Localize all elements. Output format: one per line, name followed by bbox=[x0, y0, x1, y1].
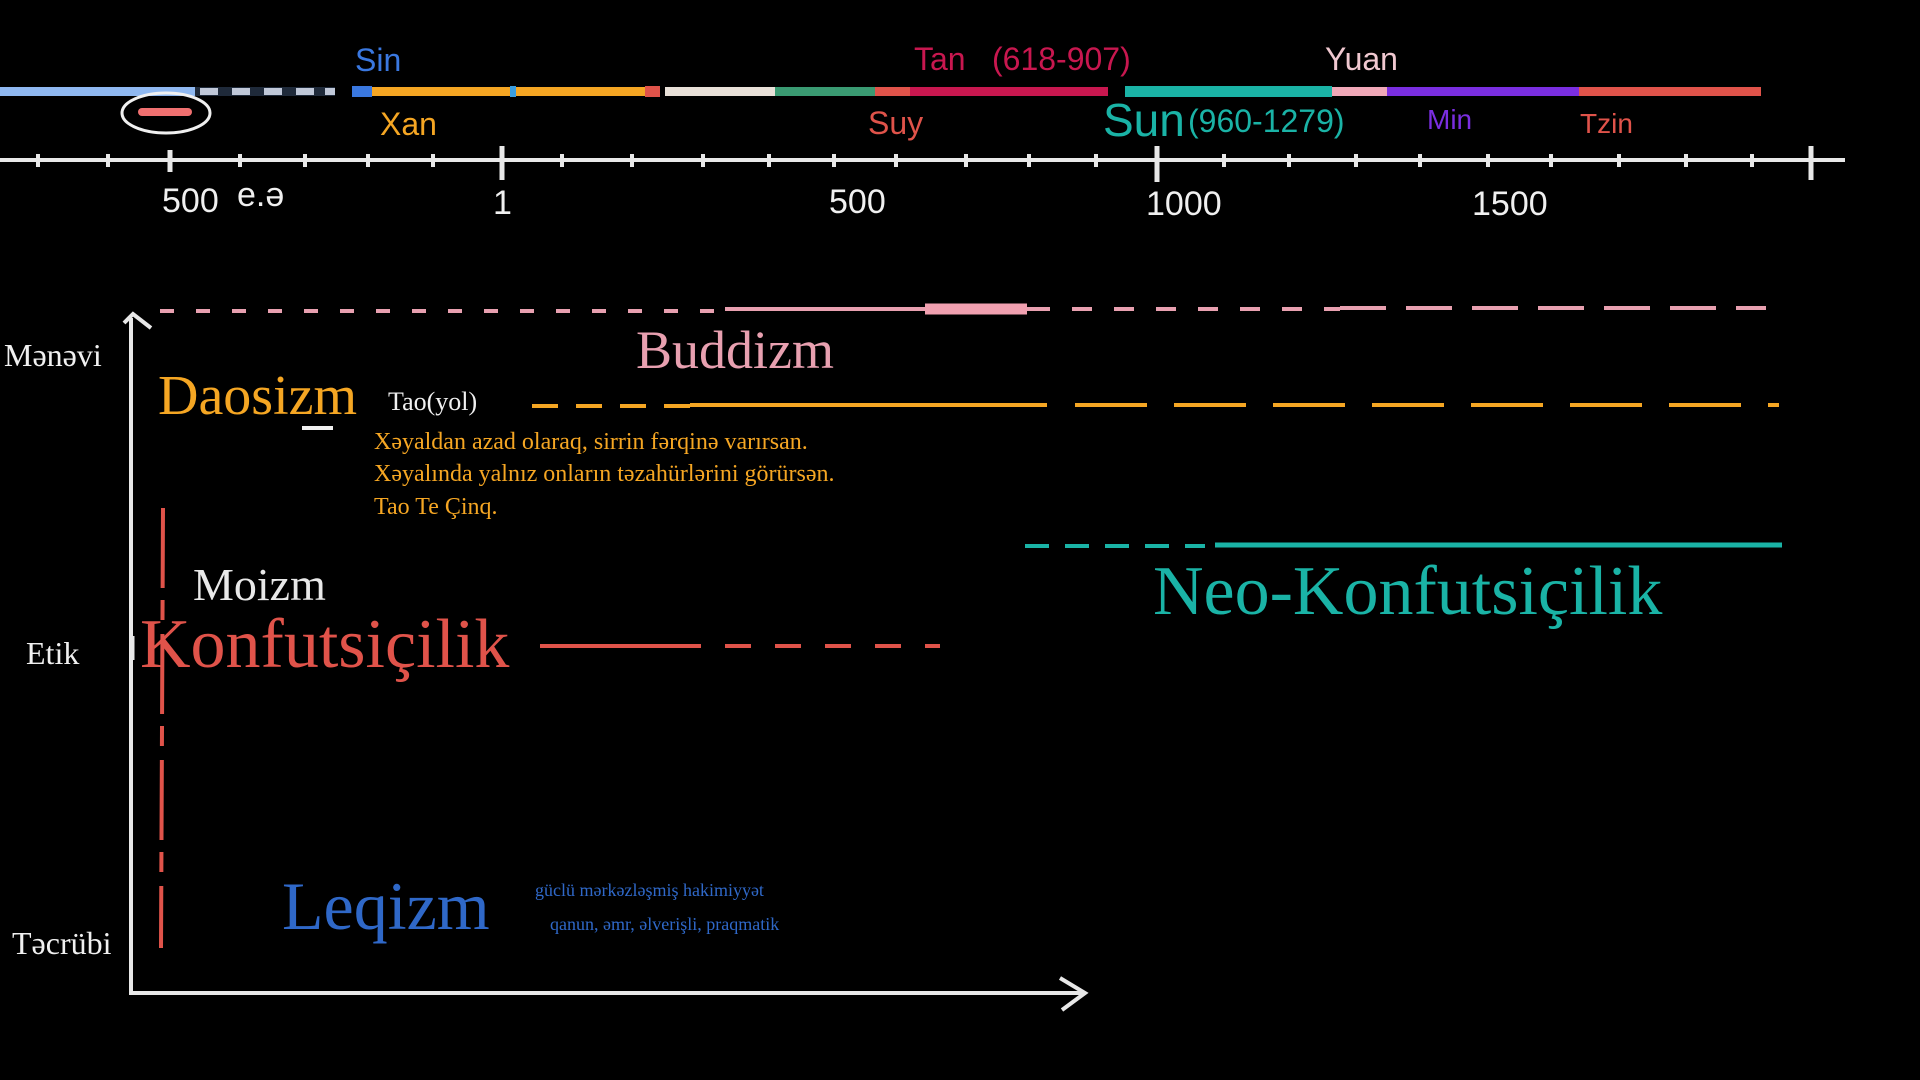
bar-xan-end bbox=[645, 86, 660, 97]
confucius-marker-ring bbox=[120, 91, 212, 135]
tick-label-500bc: 500 bbox=[162, 182, 219, 220]
dynasty-labels: Sin Tan (618-907) Yuan Xan Suy Sun (960-… bbox=[355, 41, 1633, 146]
dynasty-sun: Sun bbox=[1103, 94, 1185, 146]
school-legalism: Leqizm bbox=[282, 868, 490, 944]
dynasty-tan: Tan bbox=[914, 41, 966, 77]
bar-tzin bbox=[1579, 87, 1761, 96]
bar-sun bbox=[1125, 86, 1332, 97]
tick-label-500: 500 bbox=[829, 183, 886, 221]
time-axis: 500 e.ə 1 500 1000 1500 bbox=[0, 146, 1845, 223]
bar-xan-mark bbox=[510, 86, 516, 97]
time-axis-arrowhead bbox=[1058, 976, 1089, 1012]
dynasty-min: Min bbox=[1427, 104, 1472, 135]
dynasty-yuan: Yuan bbox=[1325, 41, 1398, 77]
bar-yuan bbox=[1332, 87, 1387, 96]
bar-six-dynasties bbox=[665, 87, 775, 96]
dynasty-bar bbox=[0, 86, 1761, 135]
bar-suy bbox=[875, 87, 910, 96]
dynasty-suy: Suy bbox=[868, 105, 923, 141]
school-buddhism: Buddizm bbox=[636, 320, 834, 380]
school-daoism: Daosizm bbox=[158, 365, 357, 427]
dynasty-sin: Sin bbox=[355, 42, 401, 78]
bar-zhou-dashes bbox=[200, 88, 335, 95]
dynasty-xan: Xan bbox=[380, 106, 437, 142]
bar-green bbox=[775, 87, 875, 96]
tick-label-era: e.ə bbox=[237, 176, 284, 214]
confucius-marker bbox=[138, 108, 192, 116]
daoism-line bbox=[532, 403, 1779, 408]
dynasty-tzin: Tzin bbox=[1580, 108, 1633, 139]
bar-tan bbox=[910, 87, 1108, 96]
bar-sin bbox=[352, 86, 372, 97]
bar-min bbox=[1387, 87, 1579, 96]
tick-label-1: 1 bbox=[493, 184, 512, 222]
bar-prehistory bbox=[0, 87, 195, 96]
legalism-note-1: güclü mərkəzləşmiş hakimiyyət bbox=[535, 880, 764, 900]
dynasty-sun-years: (960-1279) bbox=[1188, 103, 1345, 139]
value-axis: Mənəvi Etik Təcrübi bbox=[4, 311, 1089, 1012]
confucian-vertical-line bbox=[159, 507, 165, 949]
daoism-quote-line-1: Xəyaldan azad olaraq, sirrin fərqinə var… bbox=[374, 429, 808, 455]
buddhism-line bbox=[160, 303, 1766, 315]
school-confucianism: Konfutsiçilik bbox=[140, 606, 509, 683]
daoism-quote-source: Tao Te Çinq. bbox=[374, 494, 498, 520]
school-mohism: Moizm bbox=[193, 559, 326, 610]
daoism-subtitle: Tao(yol) bbox=[388, 387, 477, 416]
axis-label-spiritual: Mənəvi bbox=[4, 337, 102, 373]
school-neo-confucianism: Neo-Konfutsiçilik bbox=[1153, 553, 1662, 630]
axis-label-ethical: Etik bbox=[26, 635, 79, 671]
neo-confucianism-line bbox=[1025, 542, 1782, 548]
tick-label-1500: 1500 bbox=[1472, 185, 1548, 223]
daoism-quote-line-2: Xəyalında yalnız onların təzahürlərini g… bbox=[374, 461, 835, 487]
dynasty-tan-years: (618-907) bbox=[992, 41, 1131, 77]
legalism-note-2: qanun, əmr, əlverişli, praqmatik bbox=[550, 914, 779, 934]
value-axis-arrowhead bbox=[122, 311, 153, 330]
tick-label-1000: 1000 bbox=[1146, 185, 1222, 223]
axis-label-practical: Təcrübi bbox=[12, 925, 112, 961]
time-axis-minor-ticks bbox=[36, 154, 1754, 167]
